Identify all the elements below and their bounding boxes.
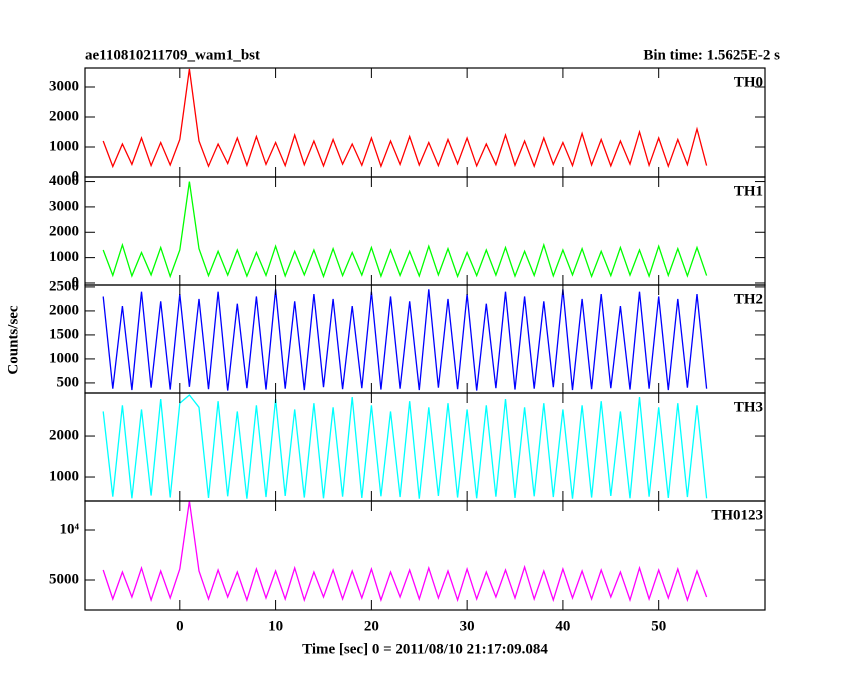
panel-label: TH0123 (711, 507, 763, 523)
chart-subtitle: Bin time: 1.5625E-2 s (643, 47, 780, 63)
x-tick-label: 50 (651, 618, 666, 634)
panel-frame (84, 176, 766, 286)
x-tick-label: 20 (364, 618, 379, 634)
y-tick-label: 2000 (49, 224, 79, 240)
x-tick-label: 10 (268, 618, 283, 634)
light-curve (102, 501, 708, 603)
y-tick-label: 0 (72, 168, 80, 184)
x-tick-label: 40 (555, 618, 570, 634)
x-axis-label: Time [sec] 0 = 2011/08/10 21:17:09.084 (302, 641, 548, 657)
y-axis-label: Counts/sec (5, 305, 21, 375)
light-curve (102, 394, 708, 499)
chart-title: ae110810211709_wam1_bst (85, 47, 260, 63)
y-tick-label: 500 (57, 374, 80, 390)
panel-label: TH3 (734, 399, 763, 415)
panel-label: TH0 (734, 74, 763, 90)
y-tick-label: 0 (72, 274, 80, 290)
y-tick-label: 1000 (49, 468, 79, 484)
panel-label: TH1 (734, 183, 763, 199)
y-tick-label: 1000 (49, 138, 79, 154)
y-tick-label: 3000 (49, 198, 79, 214)
x-tick-label: 30 (460, 618, 475, 634)
panel-frame (84, 500, 766, 611)
y-tick-label: 2500 (49, 278, 79, 294)
panel-label: TH2 (734, 291, 763, 307)
y-tick-label: 2000 (49, 302, 79, 318)
light-curve (102, 68, 708, 169)
y-tick-label: 1000 (49, 249, 79, 265)
x-tick-label: 0 (176, 618, 184, 634)
y-tick-label: 5000 (49, 571, 79, 587)
y-tick-label: 1500 (49, 326, 79, 342)
light-curve (102, 181, 708, 279)
y-tick-label: 1000 (49, 350, 79, 366)
y-tick-label: 2000 (49, 108, 79, 124)
y-tick-label: 4000 (49, 173, 79, 189)
y-tick-label: 3000 (49, 78, 79, 94)
y-tick-label: 10⁴ (60, 521, 80, 537)
y-tick-label: 2000 (49, 427, 79, 443)
light-curve (102, 289, 708, 391)
